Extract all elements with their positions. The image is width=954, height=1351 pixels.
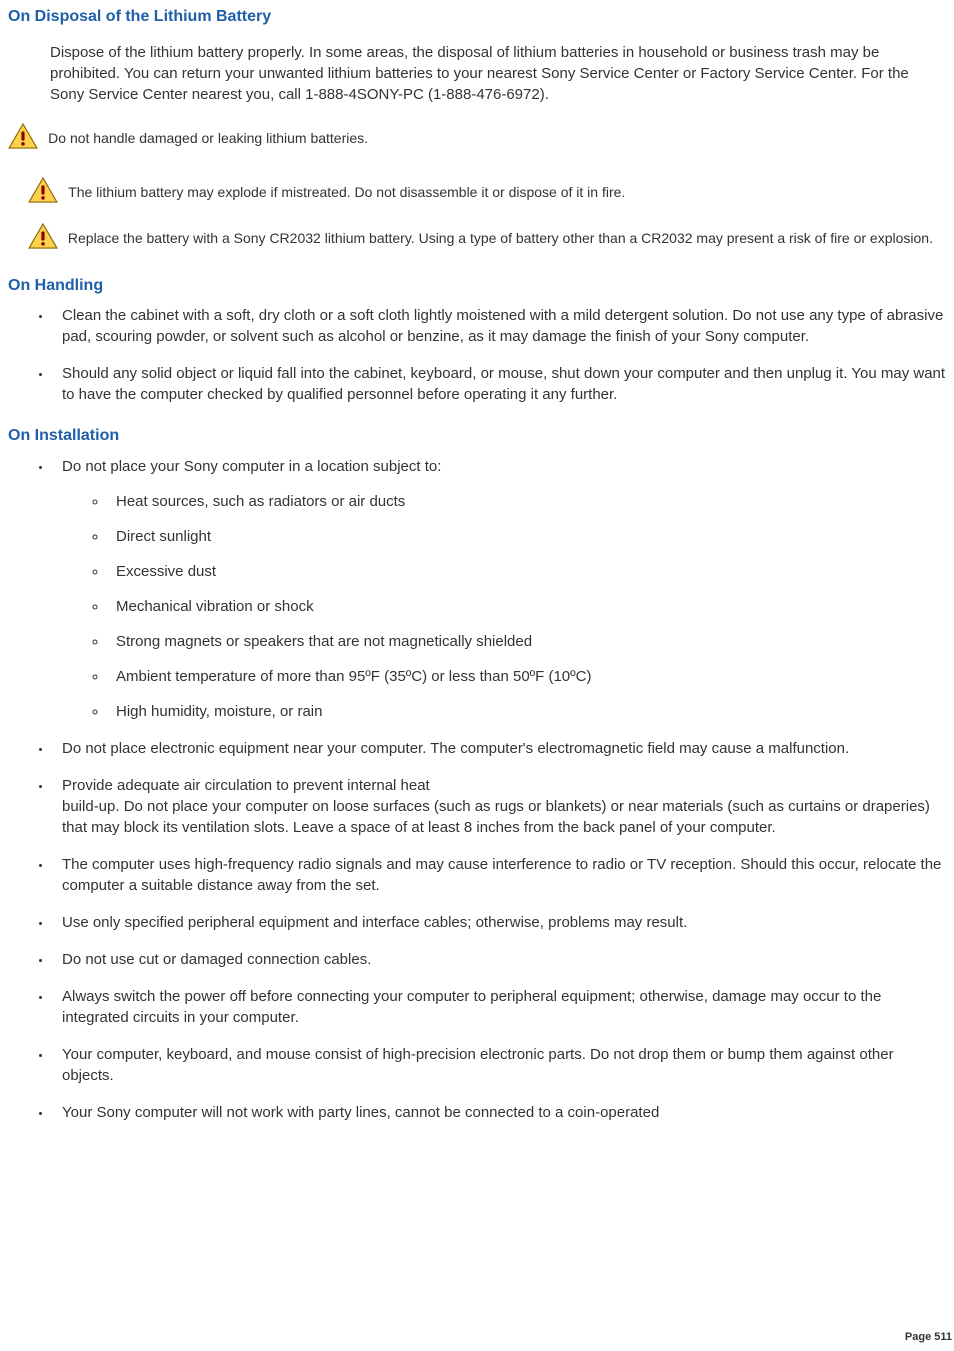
warning-3: Replace the battery with a Sony CR2032 l… — [8, 223, 946, 255]
installation-list: Do not place your Sony computer in a loc… — [8, 456, 946, 1123]
handling-list: Clean the cabinet with a soft, dry cloth… — [8, 305, 946, 405]
warning-text: The lithium battery may explode if mistr… — [68, 184, 625, 200]
list-item: Heat sources, such as radiators or air d… — [108, 491, 946, 512]
list-item: Ambient temperature of more than 95ºF (3… — [108, 666, 636, 687]
installation-sublist: Heat sources, such as radiators or air d… — [62, 491, 946, 722]
warning-1: Do not handle damaged or leaking lithium… — [8, 123, 946, 155]
list-item: Do not place your Sony computer in a loc… — [52, 456, 946, 722]
page-number: Page 511 — [905, 1330, 952, 1345]
warning-icon — [28, 223, 58, 255]
heading-installation: On Installation — [8, 425, 946, 447]
list-item: Direct sunlight — [108, 526, 946, 547]
list-item: Always switch the power off before conne… — [52, 986, 946, 1028]
warning-2: The lithium battery may explode if mistr… — [8, 177, 946, 209]
heading-handling: On Handling — [8, 275, 946, 297]
warning-icon — [8, 123, 38, 155]
list-item: Do not use cut or damaged connection cab… — [52, 949, 946, 970]
list-item: Your Sony computer will not work with pa… — [52, 1102, 946, 1123]
warning-icon — [28, 177, 58, 209]
list-item-text: Do not place your Sony computer in a loc… — [62, 458, 441, 475]
list-item: High humidity, moisture, or rain — [108, 701, 946, 722]
list-item: Provide adequate air circulation to prev… — [52, 775, 946, 838]
heading-disposal: On Disposal of the Lithium Battery — [8, 6, 946, 28]
list-item: Should any solid object or liquid fall i… — [52, 363, 946, 405]
disposal-paragraph: Dispose of the lithium battery properly.… — [50, 42, 946, 105]
list-item: Clean the cabinet with a soft, dry cloth… — [52, 305, 946, 347]
list-item: Mechanical vibration or shock — [108, 596, 946, 617]
list-item-text: Provide adequate air circulation to prev… — [62, 777, 930, 836]
warning-text: Replace the battery with a Sony CR2032 l… — [68, 230, 933, 246]
list-item: Your computer, keyboard, and mouse consi… — [52, 1044, 946, 1086]
list-item: Use only specified peripheral equipment … — [52, 912, 946, 933]
list-item: The computer uses high-frequency radio s… — [52, 854, 946, 896]
list-item: Strong magnets or speakers that are not … — [108, 631, 946, 652]
warning-text: Do not handle damaged or leaking lithium… — [48, 130, 368, 146]
list-item: Excessive dust — [108, 561, 946, 582]
list-item: Do not place electronic equipment near y… — [52, 738, 946, 759]
